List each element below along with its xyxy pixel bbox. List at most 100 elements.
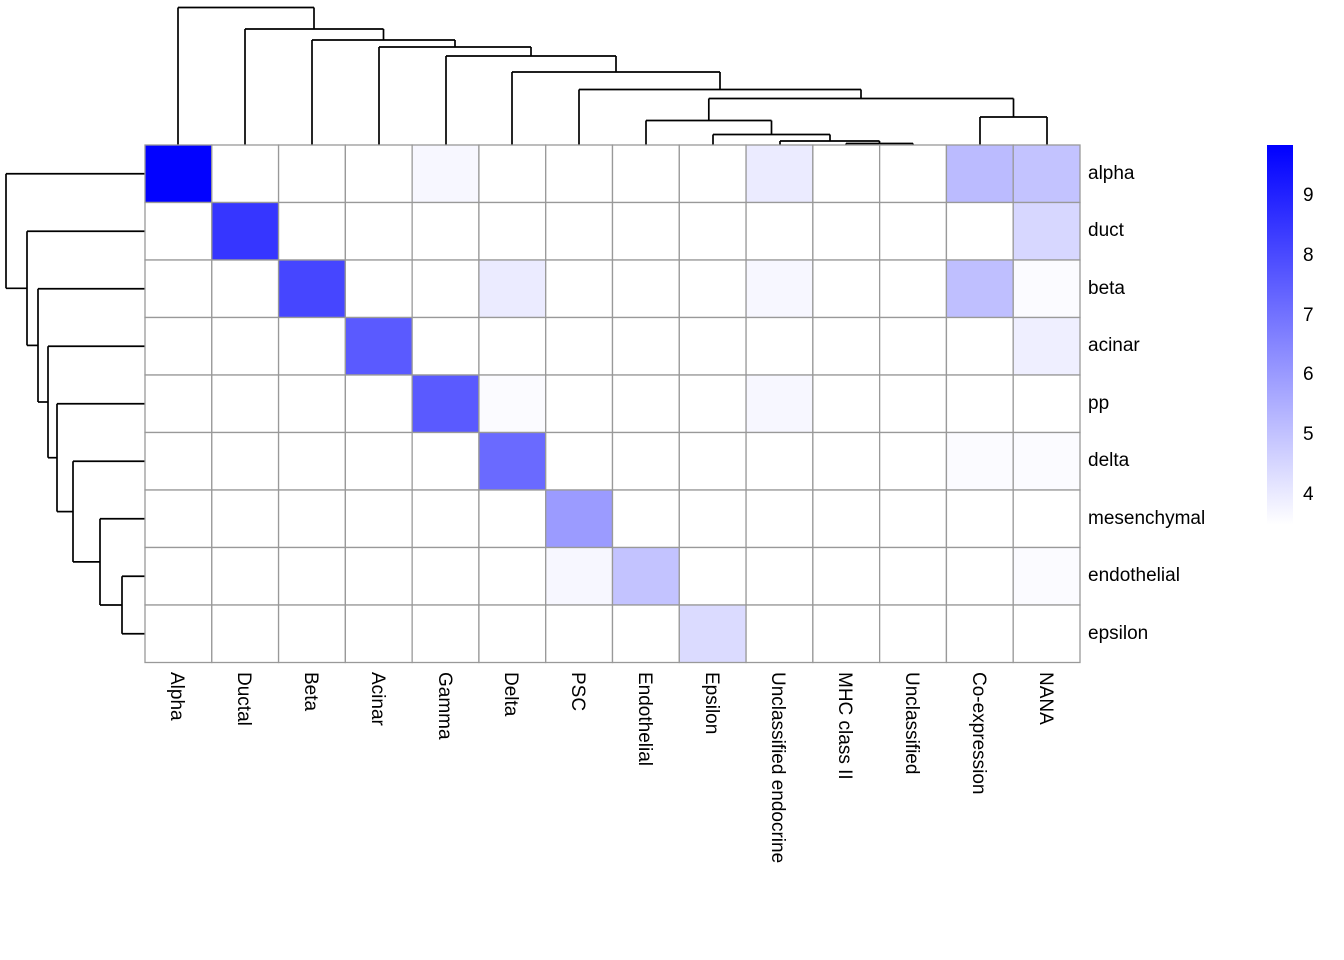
- heatmap-cell: [545, 201, 614, 261]
- heatmap-grid: [144, 144, 1081, 664]
- col-label-ductal: Ductal: [233, 672, 255, 726]
- heatmap-cell: [277, 144, 347, 204]
- heatmap-cell: [812, 431, 881, 491]
- heatmap-cell: [277, 316, 347, 376]
- heatmap-cell: [478, 259, 547, 319]
- heatmap-cell: [277, 374, 347, 434]
- heatmap-cell: [1012, 374, 1081, 434]
- row-label-endothelial: endothelial: [1088, 565, 1180, 587]
- heatmap-cell: [211, 259, 280, 319]
- heatmap-cell: [411, 259, 480, 319]
- heatmap-cell: [812, 201, 881, 261]
- heatmap-cell: [344, 316, 413, 376]
- heatmap-cell: [478, 374, 547, 434]
- heatmap-cell: [478, 144, 547, 204]
- heatmap-cell: [1012, 144, 1081, 204]
- heatmap-cell: [878, 316, 948, 376]
- heatmap-cell: [745, 144, 814, 204]
- heatmap-cell: [411, 431, 480, 491]
- heatmap-cell: [144, 431, 213, 491]
- heatmap-cell: [344, 259, 413, 319]
- heatmap-cell: [144, 374, 213, 434]
- heatmap-cell: [545, 316, 614, 376]
- heatmap-cell: [411, 604, 480, 664]
- heatmap-cell: [678, 201, 747, 261]
- heatmap-cell: [878, 604, 948, 664]
- heatmap-cell: [411, 546, 480, 606]
- heatmap-cell: [545, 259, 614, 319]
- col-label-co-expression: Co-expression: [967, 672, 989, 795]
- legend-tick-6: 6: [1303, 364, 1314, 386]
- heatmap-cell: [478, 316, 547, 376]
- heatmap-cell: [144, 144, 213, 204]
- column-dendrogram: [177, 6, 1048, 145]
- heatmap-cell: [277, 489, 347, 549]
- heatmap-cell: [678, 431, 747, 491]
- heatmap-cell: [678, 546, 747, 606]
- heatmap-cell: [812, 489, 881, 549]
- heatmap-cell: [144, 316, 213, 376]
- col-label-unclassified: Unclassified: [901, 672, 923, 775]
- heatmap-cell: [277, 431, 347, 491]
- heatmap-cell: [678, 316, 747, 376]
- heatmap-cell: [878, 431, 948, 491]
- heatmap-cell: [478, 546, 547, 606]
- heatmap-cell: [478, 201, 547, 261]
- legend-tick-8: 8: [1303, 244, 1314, 266]
- heatmap-cell: [678, 259, 747, 319]
- heatmap-cell: [745, 259, 814, 319]
- heatmap-cell: [945, 604, 1014, 664]
- heatmap-cell: [611, 489, 680, 549]
- heatmap-cell: [611, 374, 680, 434]
- heatmap-cell: [344, 144, 413, 204]
- heatmap-cell: [611, 431, 680, 491]
- heatmap-cell: [878, 489, 948, 549]
- col-label-gamma: Gamma: [433, 672, 455, 740]
- heatmap-cell: [812, 316, 881, 376]
- heatmap-cell: [812, 144, 881, 204]
- heatmap-cell: [812, 546, 881, 606]
- col-label-endothelial: Endothelial: [633, 672, 655, 767]
- row-dendrogram: [5, 172, 145, 635]
- heatmap-cell: [211, 489, 280, 549]
- heatmap-cell: [745, 546, 814, 606]
- col-label-mhc-class-ii: MHC class II: [834, 672, 856, 780]
- heatmap-cell: [545, 431, 614, 491]
- heatmap-cell: [277, 259, 347, 319]
- heatmap-cell: [678, 604, 747, 664]
- row-label-epsilon: epsilon: [1088, 622, 1149, 644]
- heatmap-cell: [344, 604, 413, 664]
- heatmap-cell: [945, 316, 1014, 376]
- heatmap-cell: [545, 489, 614, 549]
- heatmap-cell: [678, 374, 747, 434]
- heatmap-cell: [945, 259, 1014, 319]
- heatmap-cell: [945, 374, 1014, 434]
- col-label-psc: PSC: [567, 672, 589, 712]
- heatmap-cell: [1012, 316, 1081, 376]
- col-label-delta: Delta: [500, 672, 522, 717]
- heatmap-cell: [344, 489, 413, 549]
- heatmap-cell: [745, 489, 814, 549]
- heatmap-cell: [478, 431, 547, 491]
- heatmap-cell: [344, 374, 413, 434]
- legend-tick-5: 5: [1303, 424, 1314, 446]
- col-label-alpha: Alpha: [166, 672, 188, 721]
- row-label-alpha: alpha: [1088, 162, 1135, 184]
- heatmap-cell: [211, 431, 280, 491]
- heatmap-cell: [478, 489, 547, 549]
- heatmap-cell: [945, 546, 1014, 606]
- heatmap-cell: [144, 546, 213, 606]
- heatmap-cell: [545, 144, 614, 204]
- heatmap-cell: [211, 316, 280, 376]
- legend-tick-9: 9: [1303, 184, 1314, 206]
- heatmap-cell: [211, 201, 280, 261]
- col-label-acinar: Acinar: [366, 672, 388, 726]
- col-label-epsilon: Epsilon: [700, 672, 722, 735]
- heatmap-cell: [611, 604, 680, 664]
- legend-gradient-bar: [1267, 145, 1293, 525]
- row-label-delta: delta: [1088, 450, 1130, 472]
- heatmap-cell: [1012, 546, 1081, 606]
- col-label-nana: NANA: [1034, 672, 1056, 725]
- heatmap-cell: [211, 604, 280, 664]
